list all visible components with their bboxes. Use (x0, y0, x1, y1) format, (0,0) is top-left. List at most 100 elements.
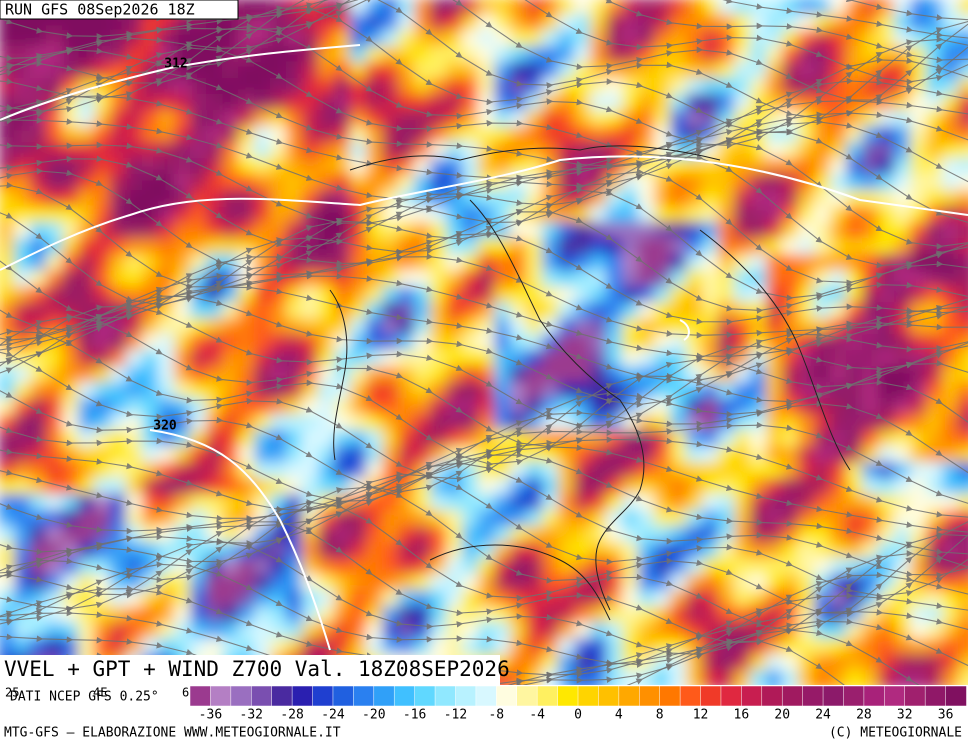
colorbar-swatch (434, 685, 457, 707)
field-cell (958, 414, 968, 434)
colorbar-swatch (312, 685, 334, 707)
colorbar-tick-label: 24 (815, 708, 831, 723)
axis-label: 25 (5, 686, 19, 700)
field-cell (942, 334, 962, 354)
colorbar-swatch (863, 685, 886, 707)
colorbar-tick-label: 36 (938, 708, 954, 723)
colorbar-swatch (230, 685, 253, 707)
field-cell (958, 622, 968, 642)
field-cell (942, 254, 962, 274)
colorbar-swatch (884, 685, 906, 707)
coastline (699, 229, 851, 471)
colorbar-swatch (373, 685, 395, 707)
colorbar: -36 -32 -28 -24 -20 -16 -12 -8 -4 0 4 8 12 16 20 24 28 32… (189, 685, 967, 723)
field-cell (958, 350, 968, 370)
colorbar-swatch (291, 685, 314, 707)
coastlines (329, 145, 851, 621)
colorbar-tick-label: -16 (403, 708, 426, 723)
colorbar-tick-label: 32 (897, 708, 913, 723)
colorbar-swatch (618, 685, 641, 707)
colorbar-swatch (189, 685, 212, 707)
field-cell (958, 670, 968, 685)
colorbar-tick-label: -32 (240, 708, 263, 723)
colorbar-tick-label: -36 (199, 708, 222, 723)
border (349, 145, 721, 171)
field-cell (958, 382, 968, 402)
colorbar-swatch (251, 685, 273, 707)
colorbar-swatch (210, 685, 232, 707)
field-cell (958, 462, 968, 482)
colorbar-swatch (761, 685, 783, 707)
field-cell (958, 558, 968, 578)
field-cell (942, 126, 962, 146)
colorbar-swatch (700, 685, 722, 707)
field-cell (942, 398, 962, 418)
field-cell (958, 398, 968, 418)
height-contours (0, 44, 968, 651)
colorbar-swatch (557, 685, 579, 707)
contour-label: 320 (153, 419, 177, 434)
field-cell (958, 30, 968, 50)
field-cell (942, 142, 962, 162)
axis-label: 4E (93, 686, 107, 700)
source-label: DATI NCEP GFS 0.25° (10, 690, 159, 705)
field-cell (958, 318, 968, 338)
coastline (429, 544, 611, 621)
field-cell (958, 14, 968, 34)
field-cell (942, 158, 962, 178)
colorbar-tick-label: 8 (656, 708, 664, 723)
field-cell (958, 654, 968, 674)
colorbar-swatch (496, 685, 518, 707)
field-cell (942, 206, 962, 226)
field-cell (942, 638, 962, 658)
field-cell (958, 286, 968, 306)
field-cell (958, 158, 968, 178)
field-cell (958, 590, 968, 610)
field-cell (942, 190, 962, 210)
field-cell (942, 78, 962, 98)
field-cell (942, 382, 962, 402)
field-cell (958, 606, 968, 626)
field-cell (958, 494, 968, 514)
footer-right: (C) METEOGIORNALE (829, 726, 962, 741)
colorbar-swatch (659, 685, 681, 707)
field-cell (942, 462, 962, 482)
colorbar-swatch (271, 685, 293, 707)
field-cell (942, 542, 962, 562)
contour (149, 429, 331, 651)
coastline (329, 289, 348, 461)
field-cell (958, 526, 968, 546)
field-cell (942, 318, 962, 338)
colorbar-tick-label: -24 (321, 708, 345, 723)
field-cell (958, 0, 968, 18)
contour (0, 155, 968, 271)
colorbar-tick-label: 0 (574, 708, 582, 723)
colorbar-swatch (332, 685, 355, 707)
colorbar-swatch (353, 685, 375, 707)
field-cell (958, 638, 968, 658)
field-cell (958, 478, 968, 498)
field-cell (958, 206, 968, 226)
field-cell (942, 494, 962, 514)
header-box (0, 0, 239, 20)
colorbar-swatch (516, 685, 538, 707)
field-cell (942, 670, 962, 685)
field-cell (958, 46, 968, 66)
field-cell (942, 46, 962, 66)
field-cell (958, 62, 968, 82)
field-cell (958, 542, 968, 562)
field-cell (958, 94, 968, 114)
run-label: RUN GFS 08Sep2026 18Z (5, 1, 195, 19)
field-cell (942, 110, 962, 130)
colorbar-tick-label: 20 (774, 708, 790, 723)
colorbar-swatch (639, 685, 661, 707)
colorbar-swatch (393, 685, 416, 707)
field-cell (942, 350, 962, 370)
field-cell (958, 190, 968, 210)
field-cell (942, 30, 962, 50)
field-cell (942, 0, 962, 18)
field-cell (958, 254, 968, 274)
field-cell (958, 110, 968, 130)
